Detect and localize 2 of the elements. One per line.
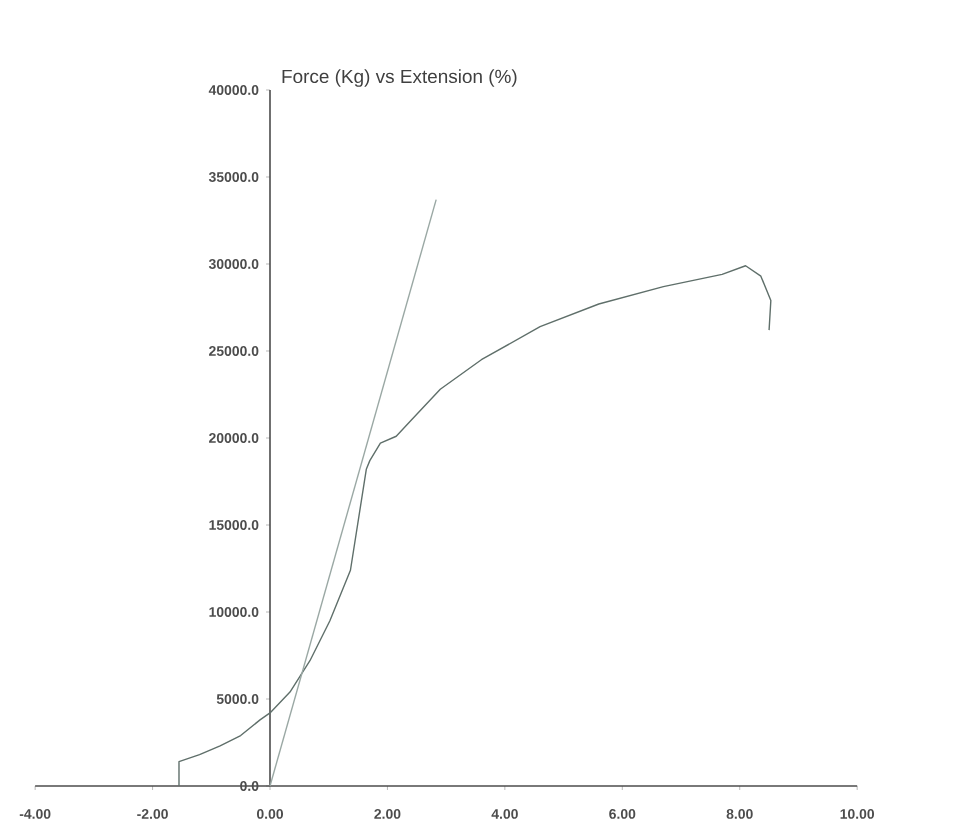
line-series bbox=[178, 265, 772, 787]
chart-title: Force (Kg) vs Extension (%) bbox=[282, 69, 517, 87]
